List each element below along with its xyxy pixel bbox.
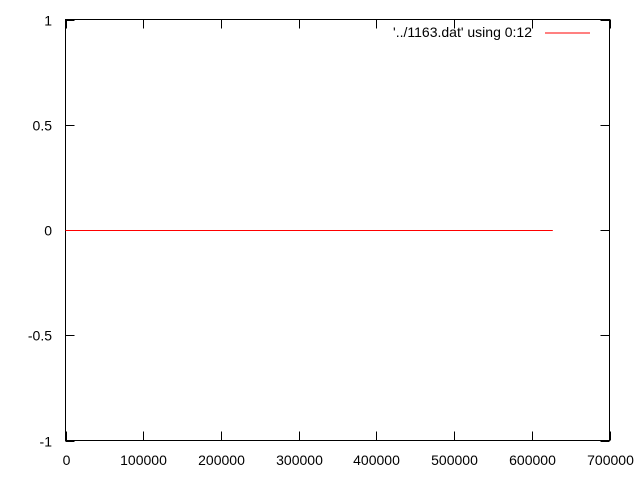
legend-label: '../1163.dat' using 0:12: [393, 24, 532, 40]
x-tick-label: 0: [63, 452, 71, 468]
x-tick-label: 500000: [431, 452, 478, 468]
y-axis: -1 -0.5 0 0.5 1: [28, 13, 610, 450]
y-tick-label: 0: [44, 223, 52, 239]
legend: '../1163.dat' using 0:12: [393, 24, 590, 40]
x-tick-label: 200000: [198, 452, 245, 468]
x-tick-label: 400000: [353, 452, 400, 468]
x-tick-label: 300000: [276, 452, 323, 468]
x-tick-label: 100000: [120, 452, 167, 468]
y-tick-label: 0.5: [33, 118, 53, 134]
y-tick-label: -0.5: [28, 328, 52, 344]
x-tick-label: 700000: [587, 452, 634, 468]
x-tick-label: 600000: [509, 452, 556, 468]
y-tick-label: 1: [44, 13, 52, 29]
x-axis: 0 100000 200000 300000 400000 500000 600000 700…: [63, 19, 634, 468]
y-tick-label: -1: [40, 434, 53, 450]
